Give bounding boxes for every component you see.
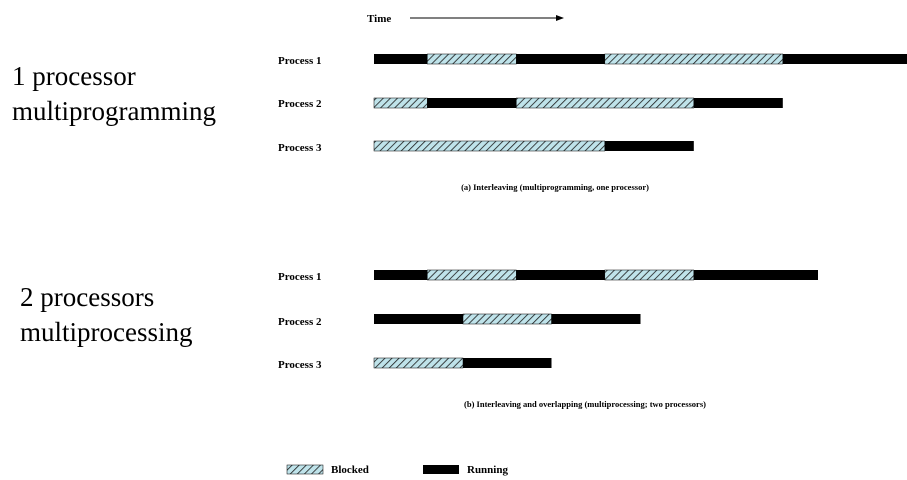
bars-a <box>373 53 907 152</box>
legend-running-swatch <box>423 465 459 474</box>
segment-blocked <box>516 97 695 109</box>
row-label: Process 3 <box>278 142 322 154</box>
segment-blocked <box>427 269 517 281</box>
legend-blocked-swatch <box>286 464 324 475</box>
segment-running <box>551 314 641 324</box>
segment-running <box>374 314 463 324</box>
panel-b-interleaving-overlapping: Process 1 Process 2 Process 3 (b) Interl… <box>278 269 818 409</box>
segment-blocked <box>373 357 464 369</box>
label-1-processor: 1 processor <box>12 61 136 91</box>
segment-running <box>463 358 552 368</box>
row-label: Process 2 <box>278 316 322 328</box>
legend: Blocked Running <box>286 464 508 476</box>
segment-running <box>374 54 428 64</box>
segment-blocked <box>462 313 552 325</box>
legend-blocked-label: Blocked <box>331 464 369 476</box>
segment-blocked <box>604 269 695 281</box>
row-label: Process 1 <box>278 55 321 67</box>
segment-running <box>374 270 428 280</box>
row-label: Process 3 <box>278 359 322 371</box>
segment-blocked <box>604 53 784 65</box>
segment-running <box>604 141 694 151</box>
row-label: Process 1 <box>278 271 321 283</box>
segment-running <box>427 98 517 108</box>
segment-blocked <box>427 53 517 65</box>
legend-running-label: Running <box>467 464 508 476</box>
segment-running <box>516 270 605 280</box>
caption-a: (a) Interleaving (multiprogramming, one … <box>461 182 649 192</box>
segment-running <box>693 270 818 280</box>
row-label: Process 2 <box>278 98 322 110</box>
label-2-processors: 2 processors <box>20 282 154 312</box>
caption-b: (b) Interleaving and overlapping (multip… <box>464 399 706 409</box>
label-multiprogramming: multiprogramming <box>12 96 216 126</box>
segment-blocked <box>373 140 606 152</box>
segment-running <box>782 54 907 64</box>
panel-a-interleaving: Process 1 Process 2 Process 3 (a) Interl… <box>278 53 907 192</box>
time-label: Time <box>367 13 391 25</box>
label-multiprocessing: multiprocessing <box>20 317 192 347</box>
segment-blocked <box>373 97 428 109</box>
segment-running <box>693 98 783 108</box>
segment-running <box>516 54 605 64</box>
bars-b <box>373 269 818 369</box>
